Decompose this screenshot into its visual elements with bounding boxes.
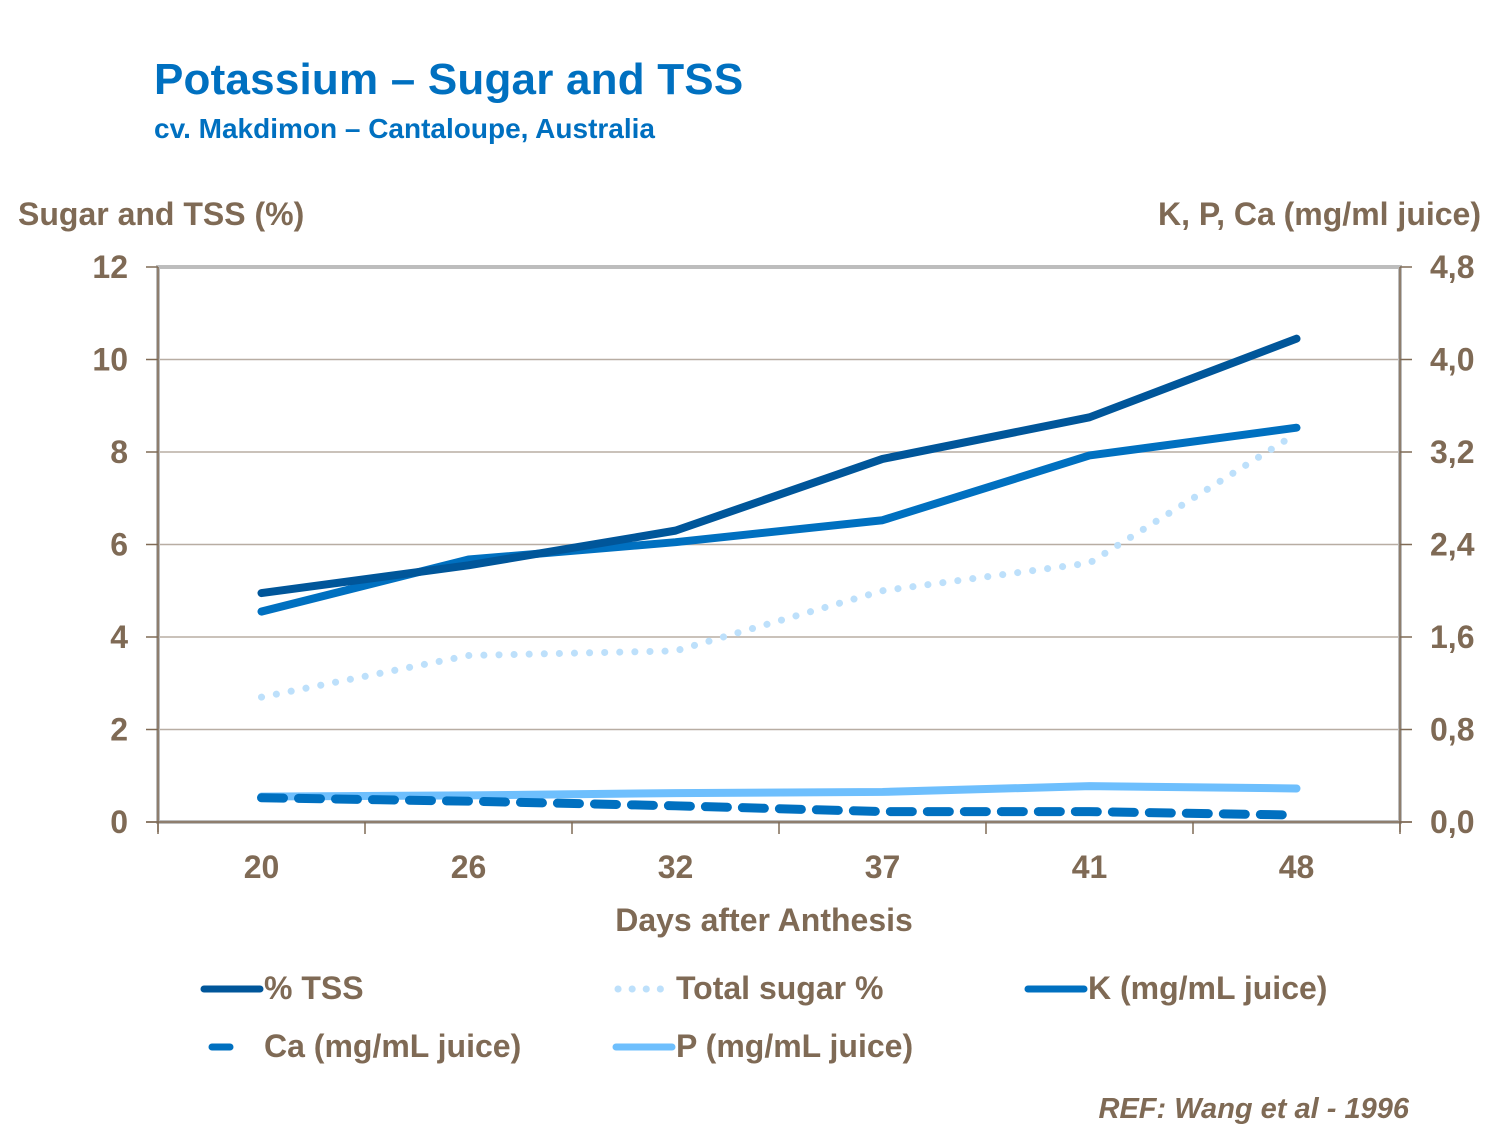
legend-item-total-sugar: Total sugar % — [612, 970, 883, 1007]
series-lines — [261, 339, 1296, 815]
legend: % TSS Total sugar % K (mg/mL juice) Ca (… — [0, 970, 1501, 1080]
series-line-total-sugar — [262, 434, 1297, 698]
y-left-tick-label: 8 — [110, 434, 128, 470]
x-tick-label: 26 — [451, 849, 487, 885]
y-left-tick-label: 0 — [110, 804, 128, 840]
x-tick-label: 48 — [1279, 849, 1315, 885]
legend-swatch-k — [1024, 979, 1088, 999]
legend-label: % TSS — [264, 970, 364, 1007]
axes — [146, 267, 1412, 834]
legend-swatch-ca — [200, 1037, 264, 1057]
x-tick-label: 41 — [1072, 849, 1108, 885]
series-line-k-mg-ml-juice — [262, 428, 1297, 612]
y-right-tick-label: 0,0 — [1430, 804, 1474, 840]
y-right-tick-label: 1,6 — [1430, 619, 1474, 655]
legend-swatch-p — [612, 1037, 676, 1057]
y-left-tick-label: 4 — [110, 619, 128, 655]
x-tick-label: 32 — [658, 849, 694, 885]
legend-label: Ca (mg/mL juice) — [264, 1028, 521, 1065]
y-left-tick-label: 10 — [92, 342, 128, 378]
y-right-tick-label: 3,2 — [1430, 434, 1474, 470]
reference-note: REF: Wang et al - 1996 — [1099, 1093, 1410, 1126]
y-right-tick-label: 0,8 — [1430, 712, 1474, 748]
legend-label: P (mg/mL juice) — [676, 1028, 913, 1065]
legend-label: Total sugar % — [676, 970, 883, 1007]
x-tick-label: 37 — [865, 849, 901, 885]
series-line-p-mg-ml-juice — [262, 786, 1297, 796]
x-tick-label: 20 — [244, 849, 280, 885]
gridlines — [158, 360, 1400, 730]
y-right-tick-label: 2,4 — [1430, 527, 1475, 563]
x-axis-title: Days after Anthesis — [0, 902, 1501, 939]
y-right-tick-label: 4,0 — [1430, 342, 1474, 378]
legend-swatch-total-sugar — [612, 979, 676, 999]
y-left-tick-label: 12 — [92, 249, 128, 285]
y-right-tick-label: 4,8 — [1430, 249, 1474, 285]
legend-swatch-tss — [200, 979, 264, 999]
legend-item-tss: % TSS — [200, 970, 364, 1007]
y-left-tick-label: 6 — [110, 527, 128, 563]
y-left-tick-label: 2 — [110, 712, 128, 748]
series-line-ca-mg-ml-juice — [262, 798, 1297, 815]
legend-label: K (mg/mL juice) — [1088, 970, 1327, 1007]
legend-item-p: P (mg/mL juice) — [612, 1028, 913, 1065]
series-line-tss — [262, 339, 1297, 593]
legend-item-ca: Ca (mg/mL juice) — [200, 1028, 521, 1065]
legend-item-k: K (mg/mL juice) — [1024, 970, 1327, 1007]
